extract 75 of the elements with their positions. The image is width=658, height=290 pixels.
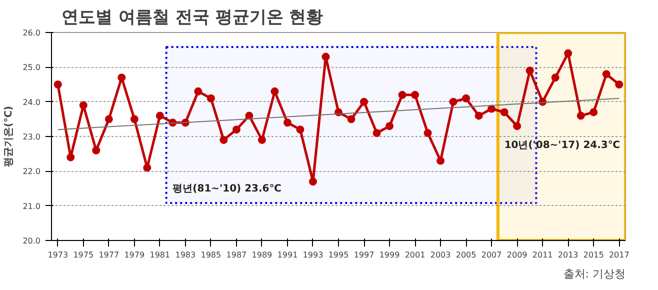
y-tick-label: 23.0 (22, 132, 40, 142)
point (436, 156, 445, 165)
x-tick-label: 2001 (404, 250, 426, 260)
x-tick-label: 2003 (430, 250, 451, 260)
x-tick-label: 1999 (379, 250, 400, 260)
y-tick-label: 22.0 (22, 167, 40, 176)
x-tick-label: 2017 (608, 250, 630, 260)
point (602, 70, 610, 78)
point (206, 94, 215, 102)
x-tick-label: 2011 (532, 250, 553, 260)
x-tick-label: 2013 (558, 250, 578, 260)
y-tick-label: 24.0 (22, 98, 40, 107)
x-tick-label: 1995 (328, 250, 349, 260)
point (156, 112, 164, 120)
point (386, 122, 394, 130)
point (564, 49, 572, 58)
y-axis-title: 평균기온(℃) (4, 106, 15, 168)
point (576, 112, 585, 120)
point (92, 146, 100, 154)
x-tick-label: 2015 (583, 250, 604, 260)
point (104, 115, 113, 124)
point (488, 104, 496, 113)
chart-title: 연도별 여름철 전국 평균기온 현황 (62, 8, 324, 28)
x-tick-label: 1977 (98, 250, 120, 260)
point (615, 80, 624, 88)
source-note: 출처: 기상청 (563, 268, 626, 280)
point (66, 153, 75, 162)
point (360, 98, 368, 106)
point (398, 90, 406, 99)
x-tick-label: 1983 (175, 250, 196, 260)
point (526, 66, 534, 75)
point (462, 94, 470, 102)
y-tick-label: 20.0 (22, 236, 40, 246)
point (232, 126, 240, 134)
point (347, 115, 356, 124)
point (118, 74, 126, 82)
point (270, 87, 279, 96)
point (130, 115, 138, 124)
x-tick-label: 1989 (252, 250, 272, 260)
point (296, 126, 304, 134)
x-tick-label: 1987 (226, 250, 247, 260)
x-tick-label: 1997 (354, 250, 374, 260)
band-label: 평년(81~'10) 23.6℃ (172, 184, 282, 195)
x-tick-label: 1975 (73, 250, 94, 260)
point (590, 108, 598, 116)
point (79, 101, 88, 110)
point (308, 178, 317, 186)
y-tick-label: 26.0 (22, 28, 40, 38)
point (322, 52, 330, 61)
x-tick-label: 2005 (456, 250, 476, 260)
point (372, 129, 381, 138)
point (551, 74, 560, 82)
band-label: 10년('08~'17) 24.3℃ (504, 140, 620, 152)
point (194, 87, 202, 96)
point (500, 108, 508, 116)
point (143, 164, 152, 172)
x-tick-label: 1991 (277, 250, 298, 260)
point (411, 90, 420, 99)
x-tick-label: 2007 (481, 250, 502, 260)
point (283, 118, 292, 127)
point (449, 98, 458, 106)
x-tick-label: 1979 (124, 250, 145, 260)
point (54, 80, 62, 88)
point (474, 112, 483, 120)
x-tick-label: 1973 (48, 250, 68, 260)
x-tick-label: 2009 (506, 250, 528, 260)
x-tick-label: 1985 (200, 250, 222, 260)
point (513, 122, 522, 130)
y-tick-label: 25.0 (22, 63, 40, 72)
point (424, 129, 432, 138)
x-tick-label: 1993 (302, 250, 324, 260)
x-tick-label: 1981 (150, 250, 170, 260)
point (220, 136, 228, 144)
y-tick-label: 21.0 (22, 202, 40, 211)
point (258, 136, 266, 144)
